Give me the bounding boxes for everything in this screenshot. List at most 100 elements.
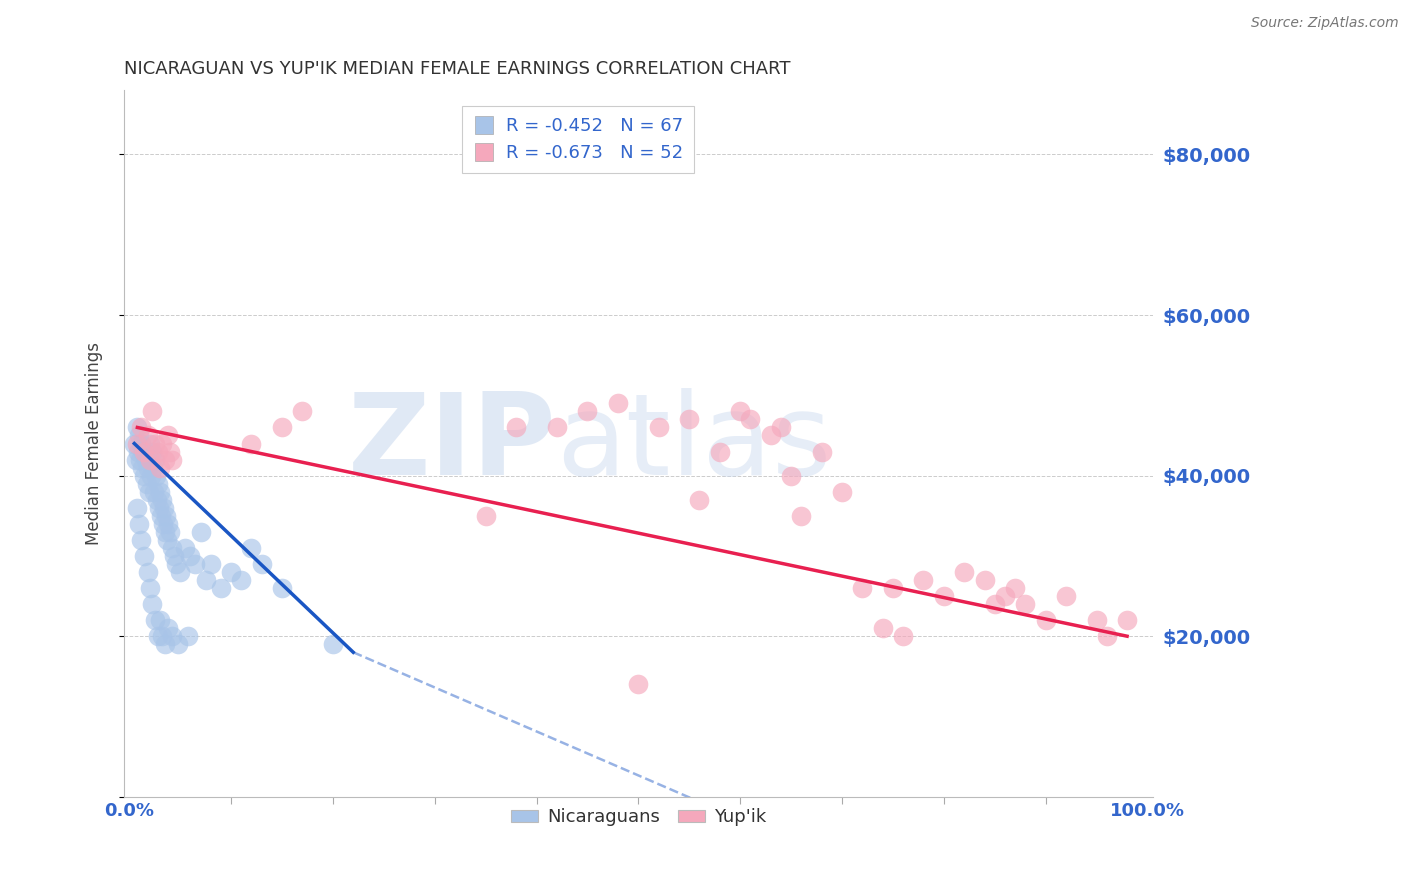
Point — [231, 573, 253, 587]
Point — [688, 492, 710, 507]
Point — [143, 436, 166, 450]
Point — [271, 581, 294, 595]
Point — [148, 500, 170, 515]
Point — [505, 420, 527, 434]
Point — [128, 516, 150, 531]
Point — [131, 460, 153, 475]
Point — [128, 428, 150, 442]
Point — [200, 557, 222, 571]
Point — [150, 629, 173, 643]
Point — [678, 412, 700, 426]
Point — [163, 549, 186, 563]
Text: atlas: atlas — [555, 388, 831, 499]
Point — [135, 476, 157, 491]
Point — [127, 420, 149, 434]
Point — [141, 404, 163, 418]
Point — [994, 589, 1017, 603]
Point — [146, 476, 169, 491]
Point — [139, 468, 162, 483]
Point — [134, 468, 156, 483]
Point — [740, 412, 762, 426]
Point — [1004, 581, 1026, 595]
Point — [142, 460, 165, 475]
Point — [149, 613, 172, 627]
Point — [156, 516, 179, 531]
Point — [872, 621, 894, 635]
Point — [143, 452, 166, 467]
Point — [124, 436, 146, 450]
Point — [127, 444, 149, 458]
Point — [169, 565, 191, 579]
Point — [1116, 613, 1139, 627]
Point — [141, 444, 163, 458]
Point — [146, 629, 169, 643]
Point — [250, 557, 273, 571]
Point — [1035, 613, 1057, 627]
Point — [127, 500, 149, 515]
Point — [131, 436, 153, 450]
Point — [127, 436, 149, 450]
Point — [138, 452, 160, 467]
Point — [159, 444, 181, 458]
Point — [160, 629, 183, 643]
Point — [983, 597, 1005, 611]
Point — [138, 484, 160, 499]
Point — [160, 452, 183, 467]
Point — [1085, 613, 1108, 627]
Point — [607, 396, 630, 410]
Point — [153, 500, 176, 515]
Point — [131, 533, 153, 547]
Point — [709, 444, 731, 458]
Point — [240, 541, 263, 555]
Point — [129, 452, 152, 467]
Point — [149, 484, 172, 499]
Point — [132, 444, 155, 458]
Point — [209, 581, 232, 595]
Point — [240, 436, 263, 450]
Point — [149, 460, 172, 475]
Point — [891, 629, 914, 643]
Point — [219, 565, 242, 579]
Point — [167, 637, 190, 651]
Point — [125, 452, 148, 467]
Legend: Nicaraguans, Yup'ik: Nicaraguans, Yup'ik — [503, 801, 773, 834]
Point — [156, 533, 179, 547]
Point — [912, 573, 935, 587]
Point — [627, 677, 650, 691]
Point — [153, 452, 176, 467]
Point — [647, 420, 669, 434]
Point — [184, 557, 207, 571]
Point — [759, 428, 782, 442]
Point — [138, 436, 160, 450]
Point — [1054, 589, 1077, 603]
Point — [179, 549, 201, 563]
Point — [177, 629, 200, 643]
Point — [780, 468, 803, 483]
Point — [136, 460, 159, 475]
Point — [149, 508, 172, 523]
Point — [728, 404, 751, 418]
Point — [145, 468, 167, 483]
Point — [142, 484, 165, 499]
Point — [138, 581, 160, 595]
Point — [973, 573, 995, 587]
Point — [831, 484, 853, 499]
Point — [1014, 597, 1036, 611]
Point — [1095, 629, 1118, 643]
Point — [322, 637, 344, 651]
Point — [851, 581, 873, 595]
Point — [134, 549, 156, 563]
Point — [953, 565, 976, 579]
Point — [291, 404, 314, 418]
Point — [159, 524, 181, 539]
Point — [146, 444, 169, 458]
Point — [143, 613, 166, 627]
Point — [134, 452, 156, 467]
Text: ZIP: ZIP — [347, 388, 555, 499]
Point — [156, 428, 179, 442]
Point — [155, 508, 177, 523]
Text: NICARAGUAN VS YUP'IK MEDIAN FEMALE EARNINGS CORRELATION CHART: NICARAGUAN VS YUP'IK MEDIAN FEMALE EARNI… — [124, 60, 790, 78]
Point — [190, 524, 212, 539]
Point — [150, 492, 173, 507]
Y-axis label: Median Female Earnings: Median Female Earnings — [86, 342, 103, 545]
